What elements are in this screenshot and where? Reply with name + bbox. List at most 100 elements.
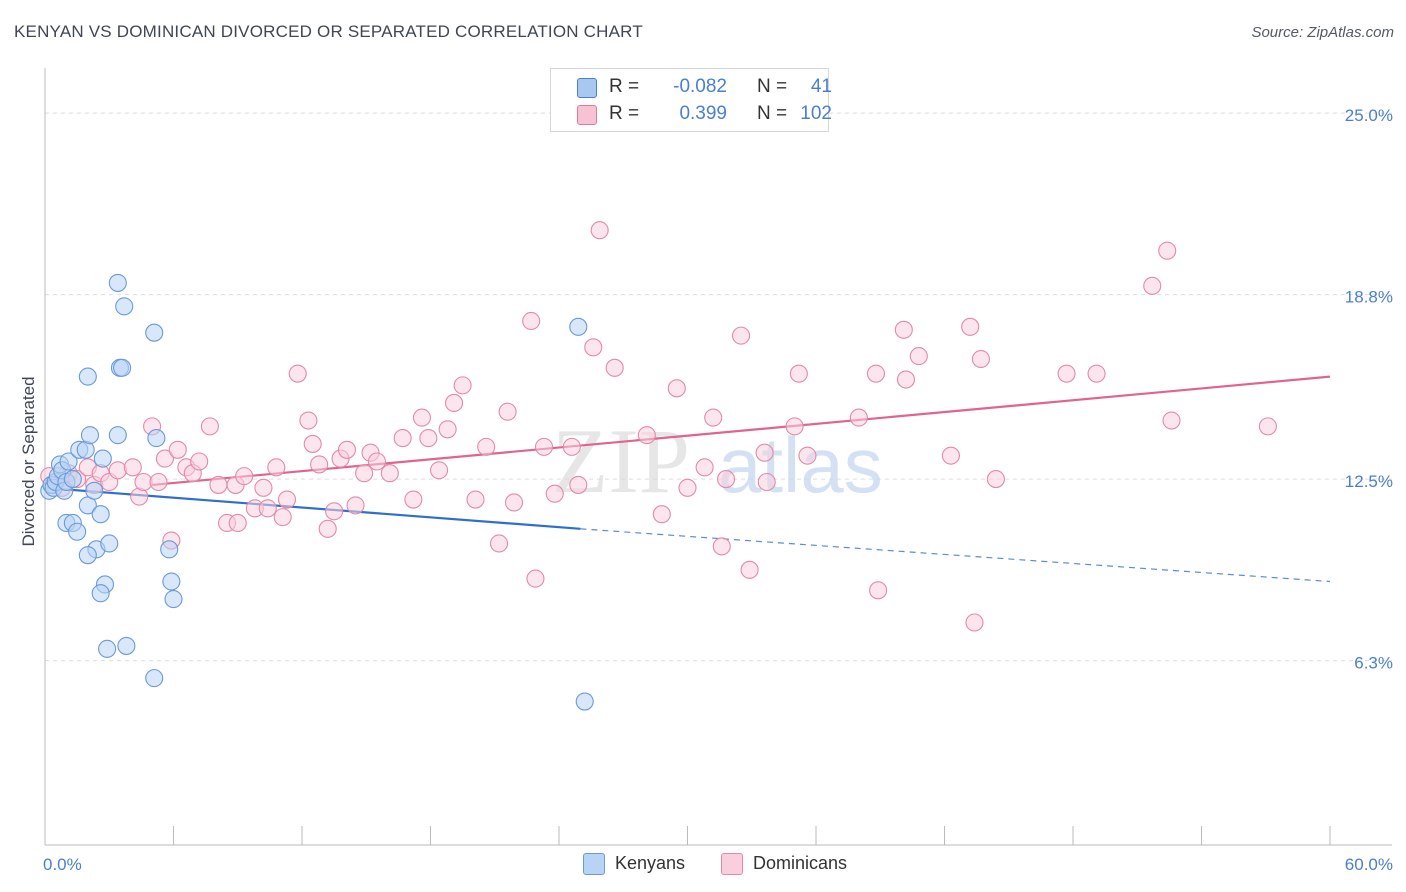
dominican-point (123, 458, 142, 477)
axis-labels: 6.3% 12.5% 18.8% 25.0% 0.0% 60.0% Divorced or … (19, 106, 1393, 874)
dominican-point (545, 484, 564, 503)
dominican-point (1158, 241, 1177, 260)
dominican-point (430, 461, 449, 480)
legend-r-value: 0.399 (679, 103, 727, 124)
dominican-point (209, 475, 228, 494)
legend-r-label: R = (609, 103, 640, 124)
kenyan-point (117, 636, 136, 655)
y-tick-label: 12.5% (1345, 472, 1393, 491)
kenyan-point (59, 452, 78, 471)
kenyan-point (98, 639, 117, 658)
legend-n-label: N = (757, 103, 788, 124)
kenyan-point (80, 426, 100, 445)
kenyan-point (85, 481, 104, 500)
kenyan-point (78, 546, 97, 565)
dominican-points (40, 221, 1277, 632)
x-tick-label: 60.0% (1345, 855, 1393, 874)
dominican-point (712, 537, 731, 556)
dominican-point (318, 519, 337, 538)
y-tick-label: 6.3% (1354, 654, 1393, 673)
dominican-point (986, 470, 1005, 489)
dominican-point (288, 364, 307, 383)
dominican-point (1143, 276, 1162, 295)
dominican-point (534, 437, 554, 456)
dominican-point (695, 458, 714, 477)
chart-title: KENYAN VS DOMINICAN DIVORCED OR SEPARATE… (14, 22, 643, 41)
kenyan-point (160, 540, 179, 559)
dominican-point (757, 472, 776, 492)
dominican-point (590, 221, 609, 240)
dominican-point (716, 470, 736, 489)
dominican-point (310, 455, 329, 474)
dominican-point (299, 411, 318, 430)
dominican-point (678, 478, 697, 497)
legend-n-label: N = (757, 76, 788, 97)
y-axis-label: Divorced or Separated (19, 376, 38, 546)
dominicans-legend-icon (721, 853, 743, 875)
dominican-point (355, 464, 374, 483)
kenyan-point (569, 317, 588, 336)
kenyan-point (91, 584, 110, 603)
x-tick-label: 0.0% (43, 855, 82, 874)
kenyan-point (68, 522, 87, 541)
kenyan-point (115, 297, 134, 316)
kenyan-point (113, 358, 132, 377)
dominicans-trend-line (151, 375, 1331, 487)
dominican-point (404, 490, 423, 509)
legend-label-dominicans: Dominicans (753, 853, 848, 873)
dominican-point (200, 417, 219, 436)
dominican-point (254, 478, 273, 497)
dominican-point (258, 499, 277, 518)
dominican-point (605, 358, 624, 377)
dominican-point (108, 461, 127, 480)
dominican-point (149, 472, 168, 492)
dominican-point (562, 437, 581, 456)
dominican-point (228, 513, 247, 533)
dominican-point (367, 452, 387, 471)
kenyan-point (108, 273, 127, 292)
kenyan-point (147, 429, 166, 448)
dominican-point (522, 311, 541, 331)
kenyan-point (100, 534, 119, 553)
dominican-point (584, 338, 603, 357)
dominican-point (798, 446, 817, 465)
dominican-point (489, 534, 509, 553)
kenyan-point (145, 323, 164, 342)
dominican-point (869, 581, 888, 600)
dominican-point (438, 420, 457, 439)
legend-r-label: R = (609, 76, 640, 97)
stats-legend: R = -0.082 N = 41 R = 0.399 N = 102 (550, 68, 832, 132)
dominican-point (277, 490, 297, 509)
dominican-point (445, 393, 464, 413)
dominican-point (971, 349, 990, 369)
dominican-point (477, 437, 496, 456)
kenyan-point (93, 449, 112, 468)
dominican-point (155, 449, 174, 468)
dominican-point (894, 320, 913, 339)
dominican-point (267, 458, 286, 477)
dominican-point (190, 452, 209, 471)
kenyan-point (575, 692, 594, 711)
dominican-point (755, 443, 774, 462)
dominican-point (731, 326, 751, 345)
dominican-point (789, 364, 808, 383)
dominican-point (1162, 411, 1181, 430)
kenyans-swatch-icon (577, 78, 597, 98)
dominican-point (273, 508, 292, 527)
kenyan-point (91, 505, 110, 524)
kenyan-points (40, 273, 594, 711)
legend-label-kenyans: Kenyans (615, 853, 686, 873)
legend-n-value: 41 (810, 76, 832, 97)
dominicans-swatch-icon (577, 105, 597, 125)
grid-lines (45, 112, 1392, 662)
dominican-point (704, 408, 723, 427)
dominican-point (453, 376, 472, 395)
watermark: ZIP atlas (552, 410, 883, 512)
dominican-point (849, 408, 868, 427)
legend-n-value: 102 (800, 103, 832, 124)
dominican-point (168, 440, 187, 459)
kenyan-point (78, 367, 97, 386)
dominican-point (419, 429, 438, 448)
dominican-point (896, 370, 916, 389)
y-tick-label: 18.8% (1345, 288, 1393, 307)
